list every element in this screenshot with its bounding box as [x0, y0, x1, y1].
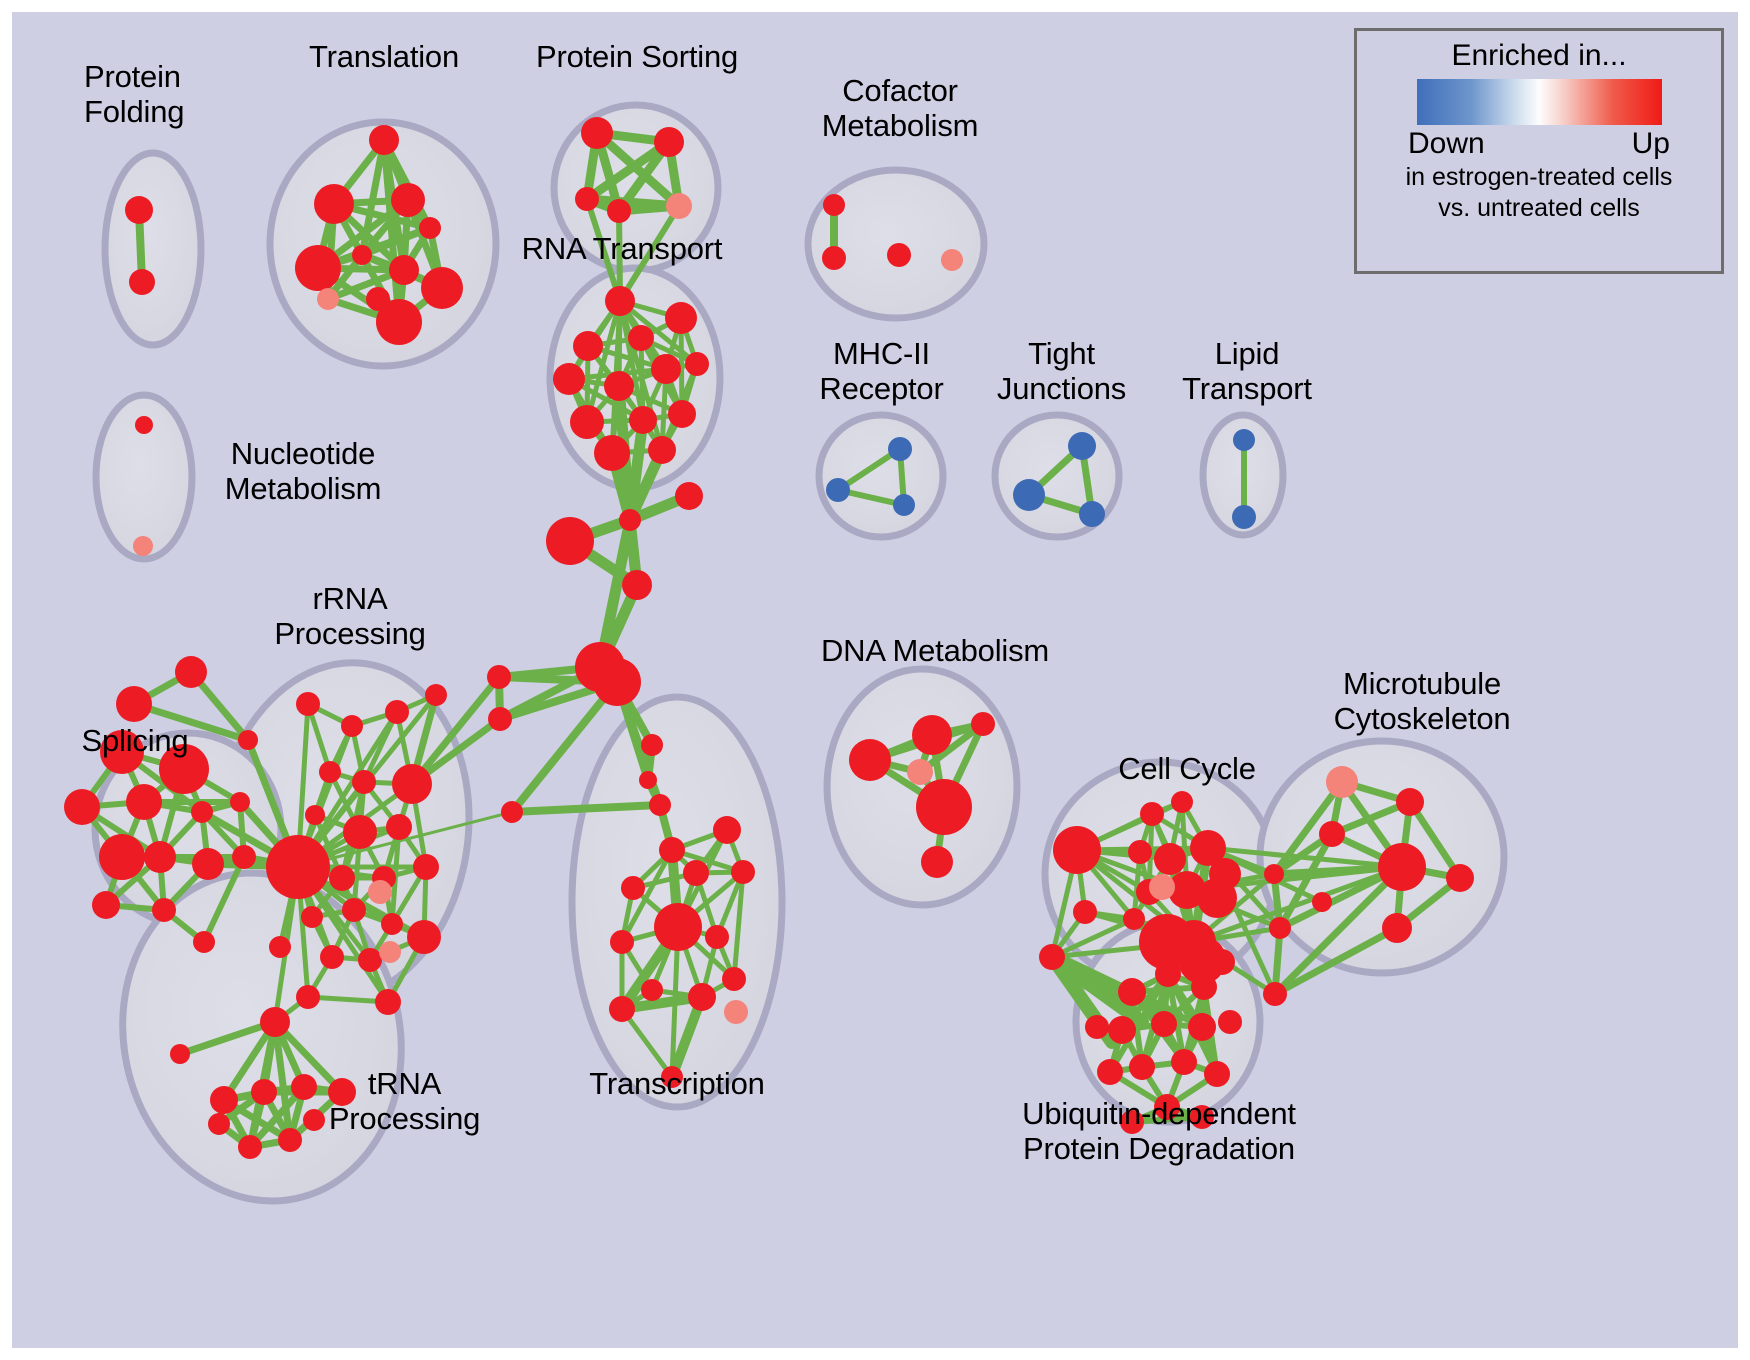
nodes-lipid-transport: [1232, 429, 1256, 529]
cluster-hull-protein-folding: [101, 149, 205, 349]
cluster-label-translation: Translation: [309, 39, 459, 74]
nodes-central-spine: [487, 482, 703, 823]
network-canvas: Protein Folding Translation Protein Sort…: [12, 12, 1738, 1348]
cluster-label-trna-processing: tRNA Processing: [328, 1066, 481, 1136]
nodes-rna-transport: [553, 286, 709, 471]
legend-down-label: Down: [1408, 127, 1485, 160]
nodes-microtubule-cytoskeleton: [1263, 766, 1474, 1006]
edges-protein-sorting-to-rna: [584, 196, 682, 304]
cluster-label-cell-cycle: Cell Cycle: [1118, 751, 1256, 786]
cluster-hull-dna-metabolism: [823, 665, 1021, 909]
cluster-label-rna-transport: RNA Transport: [521, 231, 723, 266]
nodes-cell-cycle: [1039, 791, 1241, 984]
nodes-cofactor-metabolism: [822, 194, 963, 271]
cluster-label-cofactor-metabolism: Cofactor Metabolism: [821, 73, 979, 143]
cluster-hull-nucleotide-metabolism: [92, 391, 196, 563]
cluster-label-tight-junctions: Tight Junctions: [996, 336, 1127, 406]
nodes-protein-sorting: [575, 117, 692, 223]
legend-up-label: Up: [1631, 127, 1670, 160]
cluster-label-protein-folding: Protein Folding: [84, 59, 185, 129]
network-graph: [64, 101, 1508, 1205]
legend-caption-line1: in estrogen-treated cells: [1405, 163, 1673, 191]
cluster-label-protein-sorting: Protein Sorting: [535, 39, 739, 74]
nodes-protein-folding: [125, 196, 155, 295]
nodes-ubiquitin-degradation: [1085, 949, 1242, 1134]
cluster-hull-mhc-ii: [815, 411, 947, 541]
nodes-translation: [295, 125, 463, 345]
cluster-label-lipid-transport: Lipid Transport: [1182, 336, 1312, 406]
cluster-label-microtubule: Microtubule Cytoskeleton: [1333, 666, 1511, 736]
cluster-label-nucleotide-metabolism: Nucleotide Metabolism: [224, 436, 382, 506]
legend-title: Enriched in...: [1451, 39, 1627, 72]
nodes-rrna-processing: [266, 684, 447, 1015]
nodes-splicing: [64, 656, 258, 953]
nodes-transcription: [609, 816, 755, 1088]
nodes-mhc-ii: [826, 437, 915, 516]
cluster-label-ubiquitin: Ubiquitin-dependent Protein Degradation: [1022, 1096, 1296, 1166]
cluster-label-splicing: Splicing: [81, 723, 189, 758]
legend-panel: Enriched in... Down Up in estrogen-treat…: [1354, 28, 1724, 274]
cluster-label-dna-metabolism: DNA Metabolism: [820, 633, 1050, 668]
nodes-tight-junctions: [1013, 432, 1105, 527]
nodes-dna-metabolism: [849, 712, 995, 878]
cluster-label-rrna-processing: rRNA Processing: [274, 581, 426, 651]
nodes-trna-processing: [170, 1007, 356, 1159]
cluster-label-transcription: Transcription: [589, 1066, 765, 1101]
cluster-label-mhc-ii-receptor: MHC-II Receptor: [819, 336, 944, 406]
legend-caption-line2: vs. untreated cells: [1438, 193, 1640, 222]
nodes-nucleotide-metabolism: [133, 416, 153, 556]
legend-color-gradient-bar: [1416, 79, 1662, 125]
